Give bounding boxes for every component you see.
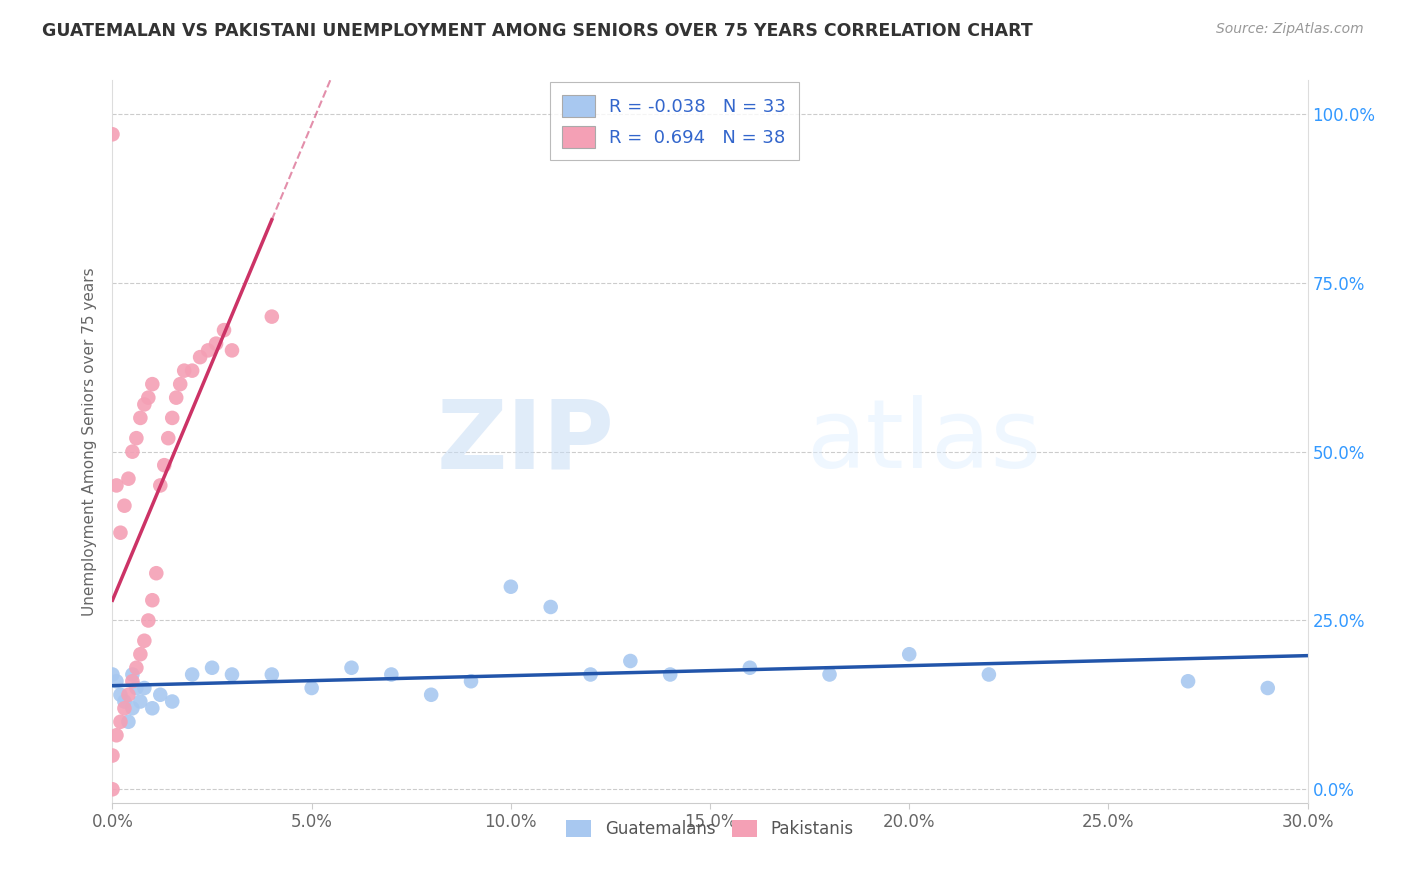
Point	[110, 688, 132, 702]
Point	[420, 688, 443, 702]
Point	[114, 694, 135, 708]
Point	[619, 654, 641, 668]
Point	[579, 667, 602, 681]
Point	[129, 647, 152, 661]
Point	[121, 667, 143, 681]
Point	[121, 444, 143, 458]
Point	[181, 667, 204, 681]
Text: GUATEMALAN VS PAKISTANI UNEMPLOYMENT AMONG SENIORS OVER 75 YEARS CORRELATION CHA: GUATEMALAN VS PAKISTANI UNEMPLOYMENT AMO…	[42, 22, 1033, 40]
Point	[121, 674, 143, 689]
Point	[1257, 681, 1279, 695]
Point	[188, 350, 211, 364]
Text: Source: ZipAtlas.com: Source: ZipAtlas.com	[1216, 22, 1364, 37]
Point	[101, 128, 124, 142]
Point	[260, 310, 283, 324]
Point	[138, 614, 160, 628]
Point	[162, 694, 183, 708]
Point	[898, 647, 921, 661]
Point	[162, 411, 183, 425]
Point	[181, 364, 204, 378]
Point	[173, 364, 195, 378]
Legend: Guatemalans, Pakistanis: Guatemalans, Pakistanis	[560, 814, 860, 845]
Point	[138, 391, 160, 405]
Point	[134, 681, 156, 695]
Point	[110, 525, 132, 540]
Point	[340, 661, 363, 675]
Point	[301, 681, 323, 695]
Point	[260, 667, 283, 681]
Point	[221, 667, 243, 681]
Point	[101, 667, 124, 681]
Point	[221, 343, 243, 358]
Y-axis label: Unemployment Among Seniors over 75 years: Unemployment Among Seniors over 75 years	[82, 268, 97, 615]
Point	[134, 633, 156, 648]
Point	[121, 701, 143, 715]
Point	[141, 377, 163, 392]
Point	[134, 397, 156, 411]
Text: atlas: atlas	[806, 395, 1040, 488]
Point	[153, 458, 176, 472]
Point	[460, 674, 482, 689]
Point	[197, 343, 219, 358]
Point	[201, 661, 224, 675]
Point	[540, 599, 562, 614]
Point	[1177, 674, 1199, 689]
Point	[110, 714, 132, 729]
Point	[105, 728, 128, 742]
Point	[129, 411, 152, 425]
Point	[157, 431, 180, 445]
Point	[117, 714, 139, 729]
Point	[149, 478, 172, 492]
Point	[141, 701, 163, 715]
Point	[141, 593, 163, 607]
Point	[499, 580, 522, 594]
Point	[659, 667, 682, 681]
Text: ZIP: ZIP	[436, 395, 614, 488]
Point	[818, 667, 841, 681]
Point	[101, 748, 124, 763]
Point	[125, 431, 148, 445]
Point	[114, 499, 135, 513]
Point	[105, 674, 128, 689]
Point	[205, 336, 228, 351]
Point	[105, 478, 128, 492]
Point	[125, 681, 148, 695]
Point	[380, 667, 402, 681]
Point	[114, 701, 135, 715]
Point	[212, 323, 235, 337]
Point	[738, 661, 761, 675]
Point	[977, 667, 1000, 681]
Point	[117, 472, 139, 486]
Point	[145, 566, 167, 581]
Point	[101, 782, 124, 797]
Point	[117, 688, 139, 702]
Point	[169, 377, 191, 392]
Point	[125, 661, 148, 675]
Point	[165, 391, 187, 405]
Point	[149, 688, 172, 702]
Point	[129, 694, 152, 708]
